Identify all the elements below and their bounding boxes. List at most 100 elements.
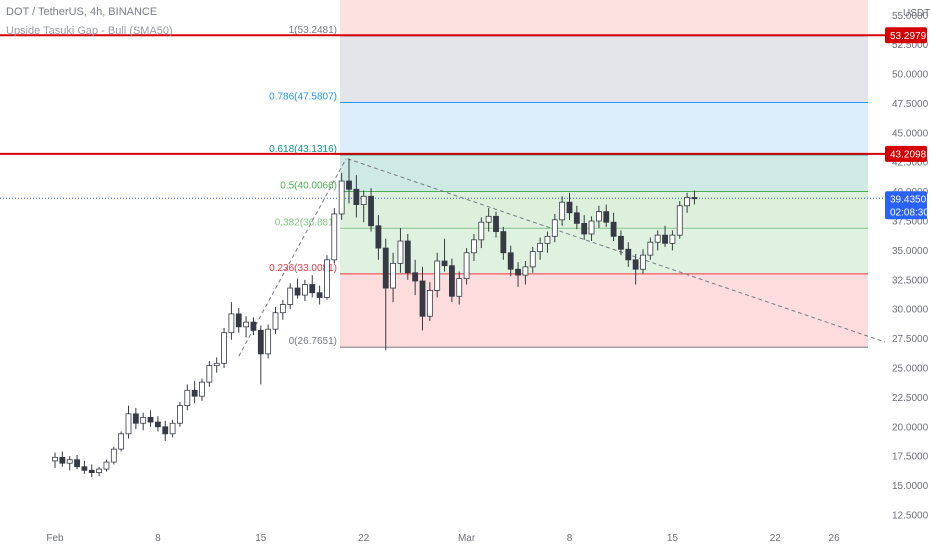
x-tick-label: 26 [829, 533, 841, 544]
fib-lines: 1(53.2481) 0.786(47.5807) 0.618(43.1316) 0.… [269, 25, 868, 348]
x-tick-label: Feb [46, 533, 64, 544]
countdown-label: 02:08:30 [890, 207, 929, 218]
x-tick-label: 8 [567, 533, 573, 544]
fib-zone-top [340, 0, 868, 36]
candle-body [257, 329, 264, 355]
candle-body [125, 413, 132, 435]
y-tick-label: 42.5000 [892, 158, 929, 169]
y-tick-label: 47.5000 [892, 99, 929, 110]
candle-body [66, 459, 73, 464]
y-tick-label: 52.5000 [892, 40, 929, 51]
y-tick-label: 37.5000 [892, 217, 929, 228]
candle-body [88, 469, 95, 474]
candle-body [573, 212, 580, 224]
price-tags: 53.2979 43.2098 39.4350 02:08:30 [885, 27, 929, 220]
x-tick-label: Mar [458, 533, 476, 544]
candle-body [265, 328, 272, 355]
candle-body [103, 461, 110, 470]
indicator-label[interactable]: Upside Tasuki Gap - Bull (SMA50) [6, 25, 173, 37]
candle-body [353, 188, 360, 205]
candle-body [81, 466, 88, 471]
currency-label[interactable]: USDT [903, 8, 930, 19]
y-tick-label: 50.0000 [892, 70, 929, 81]
candle-body [596, 211, 602, 222]
fib-zone [340, 35, 868, 103]
trendline[interactable] [347, 158, 901, 348]
horizontal-lines[interactable] [0, 34, 885, 155]
candle-body [669, 234, 676, 244]
y-tick-label: 45.0000 [892, 128, 929, 139]
candle-body [691, 197, 698, 200]
candle-body [338, 180, 345, 215]
y-tick-label: 30.0000 [892, 305, 929, 316]
candle-body [647, 241, 654, 256]
fib-level-label: 0.618(43.1316) [269, 144, 337, 155]
candle-body [368, 195, 374, 227]
y-tick-label: 55.0000 [892, 11, 929, 22]
candle-body [676, 205, 683, 236]
fib-zone [340, 102, 868, 155]
trendline[interactable] [238, 158, 347, 357]
y-tick-label: 32.5000 [892, 275, 929, 286]
candle-body [154, 421, 161, 428]
fib-zone [340, 154, 868, 192]
candle-body [404, 240, 411, 274]
candle-body [397, 240, 404, 264]
candle-body [346, 180, 352, 190]
fib-level-label: 0.382(36.881) [275, 217, 337, 228]
candle-body [684, 197, 690, 207]
price-tag-label: 53.2979 [890, 31, 927, 42]
candle-body [110, 448, 117, 463]
candle-body [441, 260, 448, 267]
candle-body [625, 248, 632, 261]
candle-body [448, 265, 455, 297]
x-tick-label: 8 [155, 533, 161, 544]
candle-body [471, 239, 477, 254]
candle-body [412, 272, 419, 282]
candle-body [309, 284, 316, 294]
candle-body [147, 416, 154, 423]
candle-body [96, 468, 102, 474]
fib-zone [340, 191, 868, 229]
candle-body [324, 259, 330, 298]
candle-body [419, 280, 426, 317]
candle-body [162, 426, 169, 435]
last-price-tag [885, 191, 927, 220]
candle-body [478, 221, 485, 241]
candle-body [654, 234, 661, 243]
y-tick-label: 27.5000 [892, 334, 929, 345]
candle-body [618, 235, 624, 250]
candle-body [118, 433, 125, 450]
candle-body [603, 211, 610, 223]
candle-body [640, 254, 646, 270]
x-tick-label: 22 [770, 533, 782, 544]
candle-body [213, 362, 220, 367]
fib-level-label: 0.786(47.5807) [269, 92, 337, 103]
candle-body [199, 381, 205, 397]
candle-body [382, 247, 389, 289]
candle-body [184, 389, 191, 407]
candle-body [559, 201, 566, 221]
y-tick-label: 35.0000 [892, 246, 929, 257]
candle-body [360, 195, 367, 205]
candle-body [331, 213, 338, 261]
y-tick-label: 15.0000 [892, 481, 929, 492]
candle-body [132, 413, 139, 424]
candle-body [507, 252, 514, 270]
candle-body [551, 219, 558, 237]
price-tag [885, 27, 927, 44]
y-tick-label: 20.0000 [892, 422, 929, 433]
candle-body [228, 313, 235, 334]
candle-body [294, 287, 301, 296]
last-price-label: 39.4350 [890, 194, 927, 205]
candle-body [390, 262, 397, 289]
candle-body [493, 215, 499, 233]
candle-body [632, 259, 639, 270]
y-tick-label: 25.0000 [892, 363, 929, 374]
candle-body [235, 313, 242, 328]
candle-body [250, 321, 257, 331]
trendlines[interactable] [0, 158, 901, 357]
fib-level-label: 1(53.2481) [289, 25, 337, 36]
